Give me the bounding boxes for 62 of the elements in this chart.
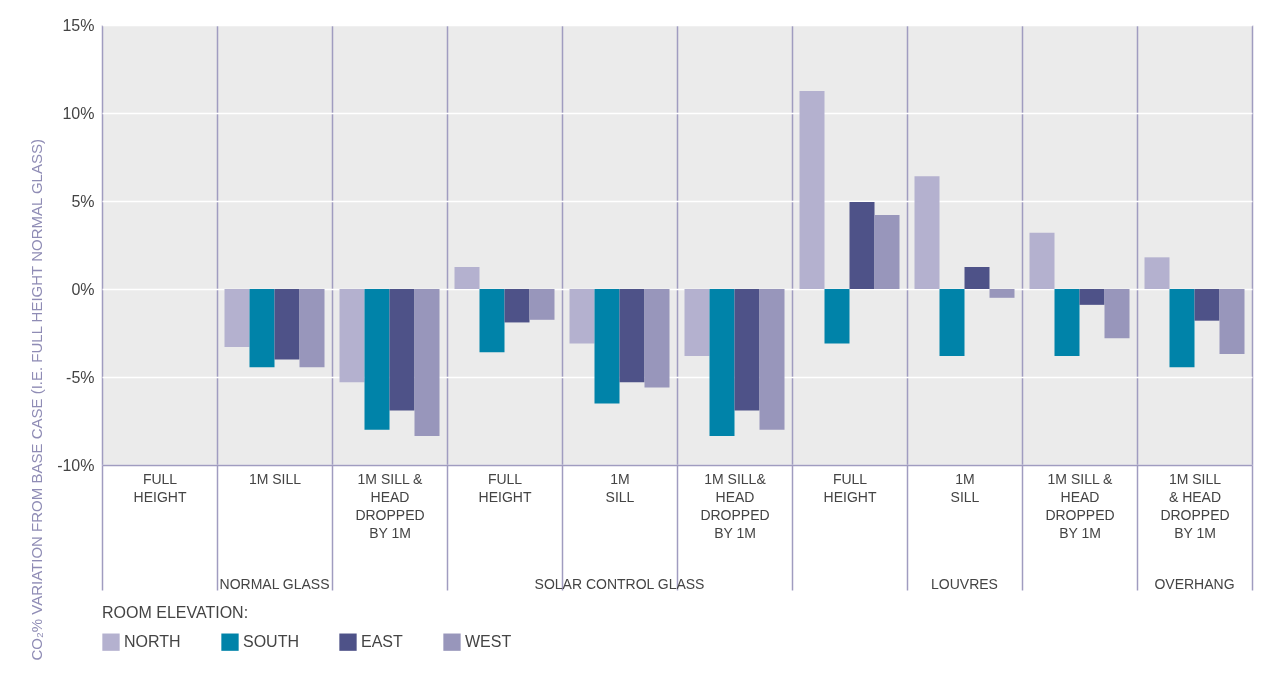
text: OVERHANG [1154, 576, 1235, 592]
bar [734, 289, 760, 411]
bar [1054, 289, 1080, 356]
x-tick-label: 1M SILL & HEAD DROPPED BY 1M [1160, 470, 1230, 541]
bar [594, 289, 620, 404]
bar [824, 289, 850, 344]
bar [939, 289, 965, 356]
x-tick-label: 1M SILL [605, 470, 635, 505]
legend-label: SOUTH [243, 633, 299, 651]
bar [454, 267, 480, 289]
bar [1219, 289, 1245, 355]
bar [759, 289, 785, 430]
bar [1144, 257, 1170, 289]
bar [1079, 289, 1105, 305]
x-tick-label: FULL HEIGHT [133, 470, 187, 505]
text: NORMAL GLASS [219, 576, 330, 592]
x-tick-label: 1M SILL & HEAD DROPPED BY 1M [1045, 470, 1115, 541]
y-tick-label: -5% [66, 368, 95, 386]
x-tick-label: FULL HEIGHT [823, 470, 877, 505]
bar [569, 289, 595, 344]
text: SOLAR CONTROL GLASS [534, 576, 705, 592]
bar [364, 289, 390, 430]
bar [964, 267, 990, 289]
x-tick-label: 1M SILL [950, 470, 980, 505]
bar [644, 289, 670, 388]
y-axis-title: CO₂% VARIATION FROM BASE CASE (I.E. FULL HEIGHT NORMAL GLASS) [28, 139, 46, 661]
bar [914, 176, 940, 289]
bar [389, 289, 415, 411]
y-tick-label: 0% [71, 280, 95, 298]
bar [989, 289, 1015, 298]
bar [299, 289, 325, 368]
bar [849, 201, 875, 289]
bar [1169, 289, 1195, 368]
bar [1194, 289, 1220, 321]
bar [414, 289, 440, 436]
x-tick-label: 1M SILL& HEAD DROPPED BY 1M [700, 470, 770, 541]
bar [1029, 232, 1055, 289]
bar [224, 289, 250, 348]
y-tick-label: 15% [62, 16, 95, 34]
x-tick-label: 1M SILL [248, 470, 302, 487]
y-tick-label: 10% [62, 104, 95, 122]
bar [799, 91, 825, 289]
y-tick-label: 5% [71, 192, 95, 210]
bar [274, 289, 300, 360]
bar [339, 289, 365, 383]
legend-label: WEST [465, 633, 512, 651]
bar [529, 289, 555, 320]
bar [709, 289, 735, 436]
y-tick-label: -10% [57, 456, 95, 474]
bar [1104, 289, 1130, 339]
bar [874, 215, 900, 289]
bar [249, 289, 275, 368]
legend-label: EAST [361, 633, 404, 651]
text: LOUVRES [931, 576, 998, 592]
bar [504, 289, 530, 323]
bar [619, 289, 645, 383]
legend-title: ROOM ELEVATION: [102, 604, 249, 621]
bar [479, 289, 505, 353]
bar [684, 289, 710, 356]
x-tick-label: FULL HEIGHT [478, 470, 532, 505]
legend-label: NORTH [124, 633, 181, 651]
x-tick-label: 1M SILL & HEAD DROPPED BY 1M [355, 470, 425, 541]
